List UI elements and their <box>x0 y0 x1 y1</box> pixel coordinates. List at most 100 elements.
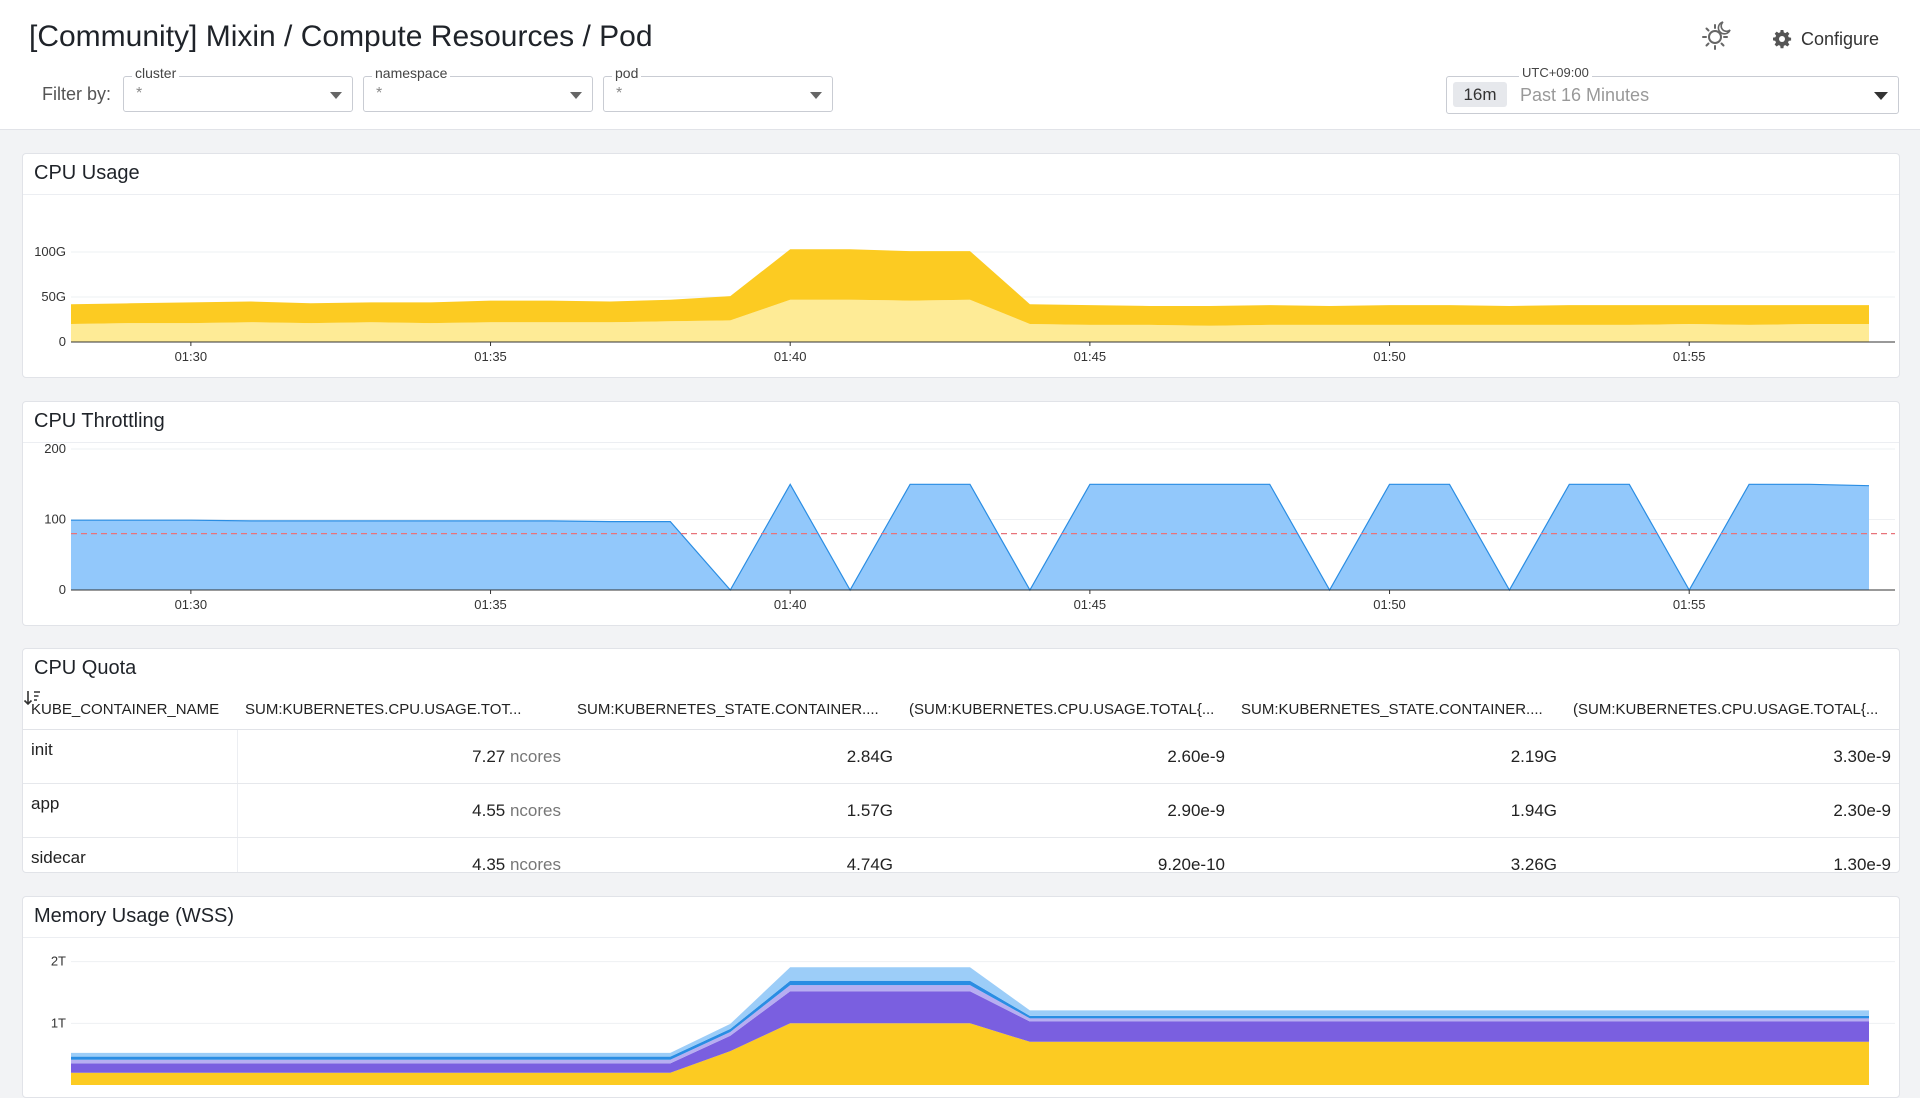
cluster-filter-label: cluster <box>132 65 180 81</box>
cpu-usage-cell: 4.35 ncores <box>237 837 569 873</box>
cell-value: 4.35 <box>472 854 506 873</box>
table-row[interactable]: init 7.27 ncores 2.84G 2.60e-9 2.19G 3.3… <box>23 729 1899 784</box>
table-cell: 2.90e-9 <box>901 783 1233 838</box>
table-cell: 4.74G <box>569 837 901 872</box>
cell-unit: ncores <box>509 854 561 873</box>
cpu-quota-table: KUBE_CONTAINER_NAME SUM:KUBERNETES.CPU.U… <box>23 689 1899 873</box>
cpu-quota-panel: CPU Quota KUBE_CONTAINER_NAME SUM:KUBERN… <box>22 648 1900 873</box>
table-cell: 3.26G <box>1233 837 1565 872</box>
area-series <box>71 967 1869 1057</box>
column-header[interactable]: (SUM:KUBERNETES.CPU.USAGE.TOTAL{... <box>1565 689 1899 730</box>
table-cell: 2.30e-9 <box>1565 783 1899 838</box>
y-tick-label: 200 <box>44 441 66 456</box>
x-tick-label: 01:45 <box>1074 597 1107 612</box>
cpu-usage-chart[interactable]: 0 50G 100G 01:30 01:35 01:40 01:45 01:50 01:55 <box>23 154 1899 377</box>
x-tick-label: 01:35 <box>474 597 507 612</box>
y-tick-label: 1T <box>51 1015 66 1030</box>
table-cell: 1.94G <box>1233 783 1565 838</box>
table-header-row: KUBE_CONTAINER_NAME SUM:KUBERNETES.CPU.U… <box>23 689 1899 730</box>
x-tick-label: 01:40 <box>774 597 807 612</box>
table-cell: 3.30e-9 <box>1565 729 1899 784</box>
table-cell: 2.19G <box>1233 729 1565 784</box>
column-header[interactable]: SUM:KUBERNETES_STATE.CONTAINER.... <box>569 689 901 730</box>
column-header-label: SUM:KUBERNETES.CPU.USAGE.TOT... <box>245 700 522 718</box>
area-series <box>71 484 1869 590</box>
y-tick-label: 0 <box>59 582 66 597</box>
table-cell: 2.60e-9 <box>901 729 1233 784</box>
chevron-down-icon <box>1874 92 1888 100</box>
panel-divider <box>23 937 1899 938</box>
table-cell: 9.20e-10 <box>901 837 1233 872</box>
dashboard-header: [Community] Mixin / Compute Resources / … <box>0 0 1920 130</box>
panel-title: CPU Quota <box>34 657 137 679</box>
time-range-text: Past 16 Minutes <box>1520 85 1650 105</box>
timezone-label: UTC+09:00 <box>1519 65 1592 80</box>
pod-filter[interactable]: pod * <box>603 65 833 112</box>
column-header-sorted[interactable]: SUM:KUBERNETES.CPU.USAGE.TOT... <box>23 689 569 730</box>
y-tick-label: 50G <box>41 289 66 304</box>
namespace-filter-value: * <box>376 85 383 102</box>
pod-filter-value: * <box>616 85 623 102</box>
column-header[interactable]: (SUM:KUBERNETES.CPU.USAGE.TOTAL{... <box>901 689 1233 730</box>
area-series <box>71 249 1869 326</box>
chevron-down-icon <box>570 92 582 99</box>
x-tick-label: 01:55 <box>1673 349 1706 364</box>
configure-label: Configure <box>1801 28 1880 49</box>
series-line <box>71 483 1870 592</box>
panel-title: CPU Throttling <box>34 410 165 432</box>
cpu-throttling-chart[interactable]: 0 100 200 01:30 01:35 01:40 01:45 01:50 01:55 <box>23 402 1899 625</box>
x-tick-label: 01:30 <box>175 349 208 364</box>
x-tick-label: 01:50 <box>1373 349 1406 364</box>
memory-usage-chart[interactable]: 1T 2T <box>23 897 1899 1097</box>
area-series <box>71 1023 1869 1085</box>
time-range-badge: 16m <box>1453 82 1507 107</box>
configure-button[interactable]: Configure <box>1772 25 1879 53</box>
chevron-down-icon <box>810 92 822 99</box>
cpu-usage-panel: CPU Usage 0 50G 100G 01:30 01:35 01:40 01:45 01… <box>22 153 1900 378</box>
column-header[interactable]: SUM:KUBERNETES_STATE.CONTAINER.... <box>1233 689 1565 730</box>
cell-unit: ncores <box>509 746 561 766</box>
x-tick-label: 01:30 <box>175 597 208 612</box>
sun-moon-icon <box>1702 21 1731 50</box>
panel-title: CPU Usage <box>34 162 140 184</box>
y-tick-label: 100G <box>34 244 66 259</box>
y-tick-label: 0 <box>59 334 66 349</box>
cpu-throttling-panel: CPU Throttling 0 100 200 01:30 01:35 01:40 01:… <box>22 401 1900 626</box>
gear-icon <box>1773 30 1792 49</box>
panel-title: Memory Usage (WSS) <box>34 905 235 927</box>
y-tick-label: 2T <box>51 954 66 969</box>
y-tick-label: 100 <box>44 512 66 527</box>
container-name-cell: app <box>23 783 238 838</box>
container-name-cell: init <box>23 729 238 784</box>
area-series <box>71 299 1869 342</box>
theme-toggle-button[interactable] <box>1699 18 1735 54</box>
cpu-usage-cell: 7.27 ncores <box>237 729 569 784</box>
panel-divider <box>23 442 1899 443</box>
cluster-filter[interactable]: cluster * <box>123 65 353 112</box>
pod-filter-label: pod <box>612 65 642 81</box>
x-tick-label: 01:35 <box>474 349 507 364</box>
cpu-usage-cell: 4.55 ncores <box>237 783 569 838</box>
namespace-filter[interactable]: namespace * <box>363 65 593 112</box>
cell-value: 4.55 <box>472 800 506 820</box>
x-tick-label: 01:45 <box>1074 349 1107 364</box>
table-row[interactable]: app 4.55 ncores 1.57G 2.90e-9 1.94G 2.30… <box>23 783 1899 838</box>
table-cell: 1.30e-9 <box>1565 837 1899 872</box>
panel-divider <box>23 194 1899 195</box>
cell-unit: ncores <box>509 800 561 820</box>
area-series <box>71 991 1869 1073</box>
time-range-picker[interactable]: UTC+09:00 16m Past 16 Minutes <box>1446 65 1899 114</box>
page-title: [Community] Mixin / Compute Resources / … <box>29 20 653 53</box>
x-tick-label: 01:40 <box>774 349 807 364</box>
namespace-filter-label: namespace <box>372 65 451 81</box>
column-header[interactable]: KUBE_CONTAINER_NAME <box>23 689 237 730</box>
table-row[interactable]: sidecar 4.35 ncores 4.74G 9.20e-10 3.26G… <box>23 837 1899 873</box>
container-name-cell: sidecar <box>23 837 238 872</box>
memory-usage-panel: Memory Usage (WSS) 1T 2T <box>22 896 1900 1098</box>
table-cell: 2.84G <box>569 729 901 784</box>
table-cell: 1.57G <box>569 783 901 838</box>
filter-by-label: Filter by: <box>42 84 112 104</box>
x-tick-label: 01:50 <box>1373 597 1406 612</box>
cluster-filter-value: * <box>136 85 143 102</box>
x-tick-label: 01:55 <box>1673 597 1706 612</box>
